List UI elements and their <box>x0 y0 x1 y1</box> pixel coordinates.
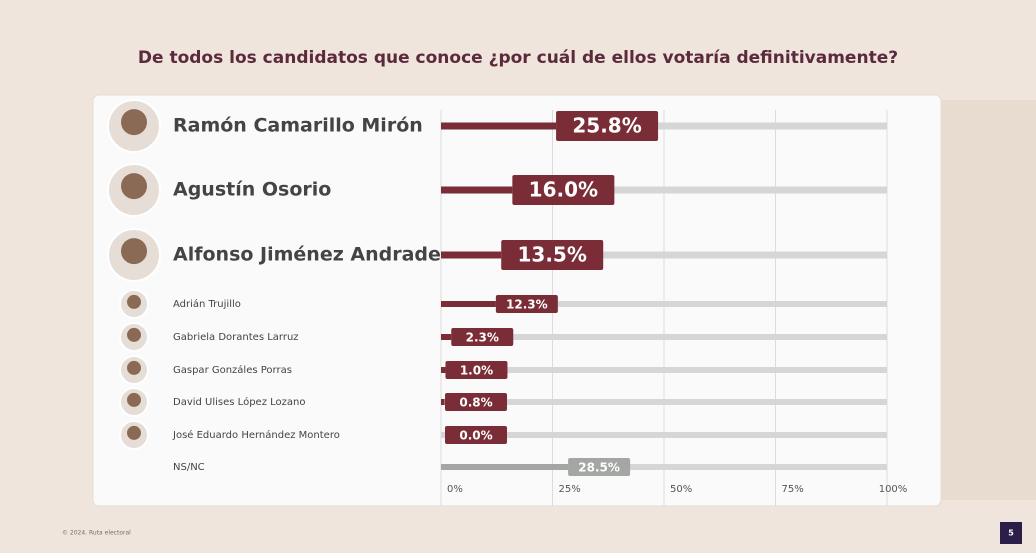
value-label-box <box>445 393 507 411</box>
x-tick-label: 50% <box>670 484 692 495</box>
bar <box>441 464 569 470</box>
x-tick-label: 0% <box>447 484 463 495</box>
bar-track <box>441 251 887 259</box>
value-label: 12.3% <box>506 298 548 312</box>
page-number-box <box>1000 522 1022 544</box>
bar-track <box>441 186 887 194</box>
value-label-box <box>445 426 507 444</box>
bar-track <box>441 464 887 470</box>
page-number: 5 <box>1008 529 1014 538</box>
candidate-name: Agustín Osorio <box>173 179 331 201</box>
avatar-head <box>121 173 147 200</box>
bar <box>441 399 445 405</box>
x-tick-label: 75% <box>782 484 804 495</box>
bar <box>441 251 502 259</box>
value-label-box <box>445 361 508 379</box>
value-label: 2.3% <box>466 331 499 345</box>
candidate-name: Gaspar Gonzáles Porras <box>173 364 292 376</box>
value-label-box <box>501 240 604 270</box>
bar-track <box>441 432 887 438</box>
candidate-name: Adrián Trujillo <box>173 298 241 310</box>
avatar-head <box>121 109 147 136</box>
background-building <box>940 100 1036 500</box>
value-label: 16.0% <box>529 178 598 202</box>
value-label: 0.8% <box>459 396 492 410</box>
avatar-head <box>121 238 147 265</box>
bar-track <box>441 301 887 307</box>
x-tick-label: 25% <box>559 484 581 495</box>
value-label: 13.5% <box>518 243 587 267</box>
avatar-head <box>127 360 141 375</box>
candidate-name: José Eduardo Hernández Montero <box>172 429 340 441</box>
bar-track <box>441 399 887 405</box>
bar <box>441 301 496 307</box>
value-label-box <box>512 175 615 205</box>
avatar-head <box>127 294 141 309</box>
candidate-name: Gabriela Dorantes Larruz <box>173 332 299 343</box>
avatar-head <box>127 425 141 440</box>
bar <box>441 186 513 194</box>
value-label-box <box>556 111 659 141</box>
bar <box>441 334 452 340</box>
value-label: 0.0% <box>459 429 492 443</box>
candidate-name: Alfonso Jiménez Andrade <box>173 244 441 266</box>
candidate-name: David Ulises López Lozano <box>173 396 305 408</box>
bar-track <box>441 334 887 340</box>
bar-track <box>441 122 887 130</box>
candidate-name: NS/NC <box>173 462 205 473</box>
chart-title: De todos los candidatos que conoce ¿por … <box>138 48 898 68</box>
avatar-head <box>127 327 141 342</box>
value-label-box <box>451 328 514 346</box>
value-label: 25.8% <box>572 114 641 138</box>
value-label: 28.5% <box>578 461 620 475</box>
x-tick-label: 100% <box>879 484 908 495</box>
bar <box>441 122 557 130</box>
bar <box>441 367 446 373</box>
candidate-name: Ramón Camarillo Mirón <box>173 115 423 137</box>
value-label-box <box>568 458 631 476</box>
value-label: 1.0% <box>460 364 493 378</box>
footer: © 2024. Ruta electoral <box>62 530 131 537</box>
bar-track <box>441 367 887 373</box>
avatar-head <box>127 392 141 407</box>
value-label-box <box>495 295 558 313</box>
